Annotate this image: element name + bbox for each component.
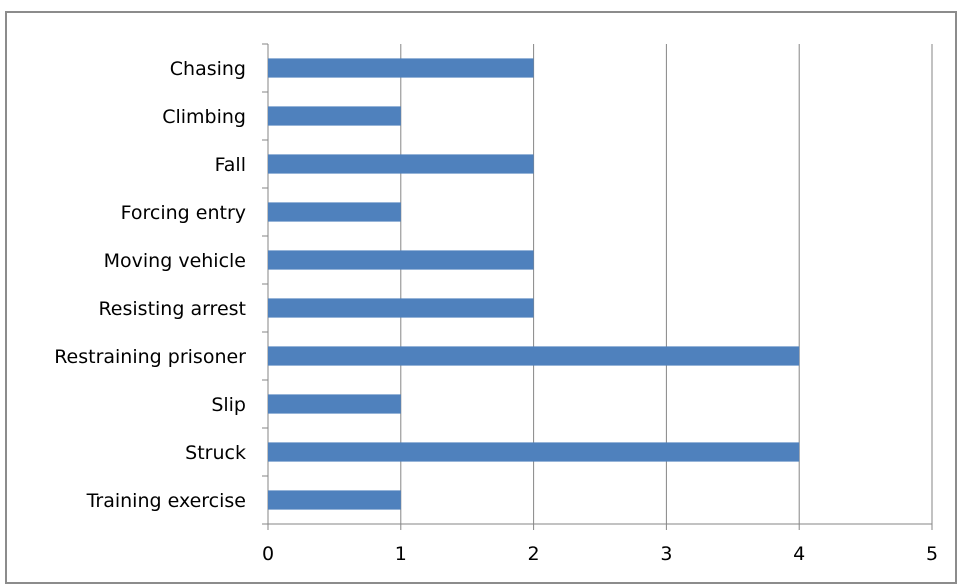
- category-label-moving-vehicle: Moving vehicle: [104, 250, 246, 272]
- x-tick-label-4: 4: [793, 543, 805, 565]
- x-tick-label-5: 5: [926, 543, 938, 565]
- x-tick-label-3: 3: [660, 543, 672, 565]
- category-label-fall: Fall: [215, 154, 246, 176]
- bar-restraining-prisoner: [268, 346, 800, 366]
- bar-forcing-entry: [268, 202, 401, 222]
- x-tick-label-2: 2: [528, 543, 540, 565]
- bar-chasing: [268, 58, 534, 78]
- category-label-chasing: Chasing: [170, 58, 246, 80]
- category-label-climbing: Climbing: [162, 106, 246, 128]
- category-label-slip: Slip: [211, 394, 246, 416]
- bar-resisting-arrest: [268, 298, 534, 318]
- bar-climbing: [268, 106, 401, 126]
- category-label-struck: Struck: [185, 442, 246, 464]
- bar-moving-vehicle: [268, 250, 534, 270]
- bar-fall: [268, 154, 534, 174]
- bar-training-exercise: [268, 490, 401, 510]
- category-label-training-exercise: Training exercise: [86, 490, 246, 512]
- category-label-resisting-arrest: Resisting arrest: [98, 298, 246, 320]
- bar-slip: [268, 394, 401, 414]
- category-label-forcing-entry: Forcing entry: [121, 202, 246, 224]
- category-label-restraining-prisoner: Restraining prisoner: [54, 346, 246, 368]
- chart-frame: [5, 11, 957, 584]
- x-tick-label-0: 0: [262, 543, 274, 565]
- x-tick-label-1: 1: [395, 543, 407, 565]
- bar-struck: [268, 442, 800, 462]
